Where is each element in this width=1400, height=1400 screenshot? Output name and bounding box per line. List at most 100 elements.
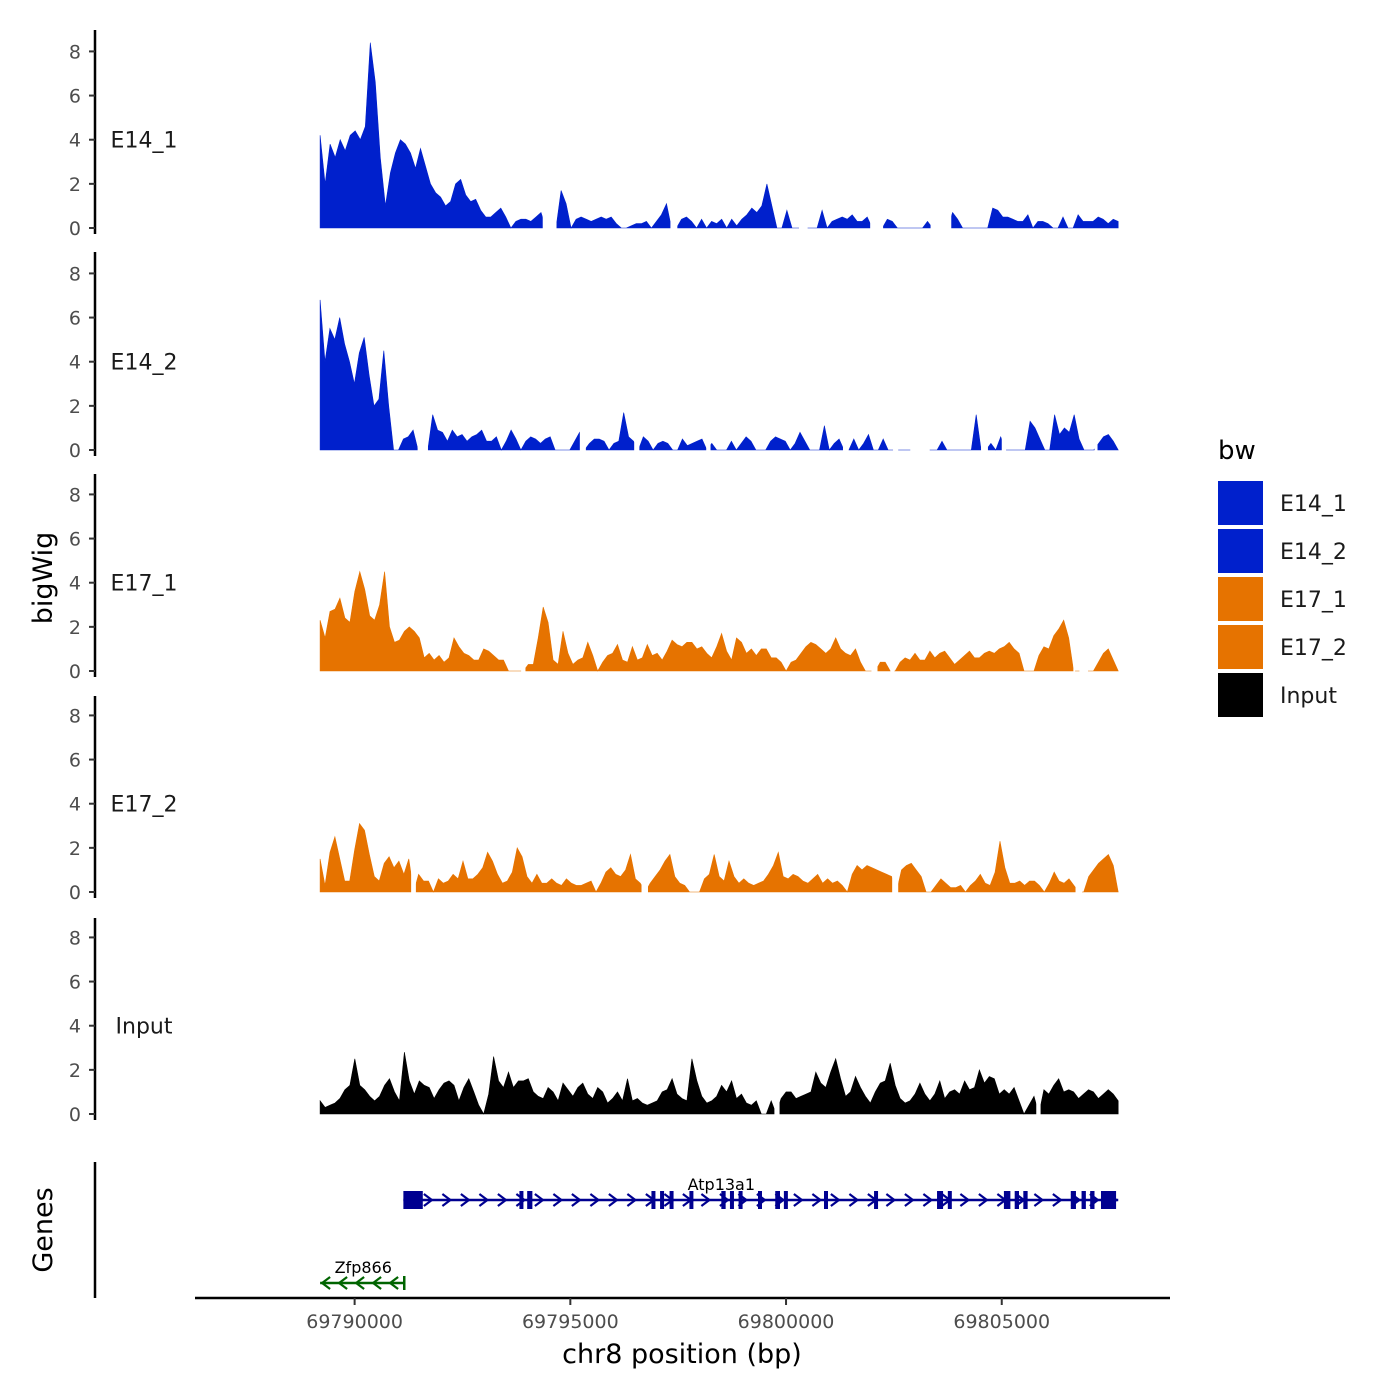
coverage-gap — [411, 696, 416, 893]
strand-chevron — [354, 1276, 365, 1290]
strand-chevron — [848, 1193, 860, 1207]
strand-chevron — [626, 1193, 638, 1207]
exon-block — [937, 1191, 944, 1209]
exon-block — [1090, 1191, 1095, 1209]
exon-block — [1023, 1191, 1028, 1209]
exon-block — [1100, 1191, 1117, 1209]
legend-swatch — [1218, 625, 1263, 669]
x-tick-label: 69800000 — [738, 1311, 835, 1333]
y-tick-label: 4 — [69, 352, 81, 374]
gene-Zfp866: Zfp866 — [320, 1258, 406, 1290]
track-E17_2: 0 2 4 6 8 E17_2 — [69, 696, 1119, 904]
legend-label: E14_1 — [1280, 492, 1347, 517]
signal-tracks: 0 2 4 6 8 E14_1 0 2 4 6 8 E14_2 0 2 4 6 8 E17_1 0 2 4 6 8 E17_2… — [69, 30, 1119, 1126]
coverage-gap — [890, 474, 895, 672]
legend-item-E17_2: E17_2 — [1218, 625, 1347, 669]
signal-area-E14_2 — [319, 299, 1119, 451]
y-tick-label: 4 — [69, 573, 81, 595]
coverage-gap — [579, 252, 586, 451]
exon-block — [527, 1191, 533, 1209]
strand-chevron — [441, 1193, 453, 1207]
coverage-gap — [521, 474, 526, 672]
exon-block — [783, 1191, 788, 1209]
y-tick-label: 6 — [69, 529, 81, 551]
exon-block — [519, 1191, 524, 1209]
strand-chevron — [959, 1193, 971, 1207]
coverage-gap — [893, 252, 899, 451]
coverage-gap — [892, 696, 899, 893]
exon-block — [874, 1191, 879, 1209]
x-axis: 69790000 69795000 69800000 69805000 — [195, 1296, 1170, 1333]
y-tick-label: 4 — [69, 130, 81, 152]
strand-chevron — [320, 1276, 331, 1290]
coverage-gap — [871, 474, 878, 672]
track-label: E14_2 — [111, 351, 178, 376]
exon-block — [738, 1191, 743, 1209]
signal-area-E17_1 — [319, 570, 1119, 672]
track-Input: 0 2 4 6 8 Input — [69, 918, 1119, 1126]
y-tick-label: 8 — [69, 41, 81, 63]
strand-chevron — [552, 1193, 564, 1207]
coverage-gap — [981, 252, 988, 451]
legend-item-Input: Input — [1218, 673, 1337, 717]
exon-block — [947, 1191, 952, 1209]
y-tick-label: 8 — [69, 484, 81, 506]
coverage-gap — [634, 252, 640, 451]
strand-chevron — [423, 1193, 434, 1207]
legend-item-E14_2: E14_2 — [1218, 529, 1347, 573]
legend-swatch — [1218, 673, 1263, 717]
legend-swatch — [1218, 529, 1263, 573]
strand-chevron — [978, 1193, 989, 1207]
strand-chevron — [534, 1193, 545, 1207]
legend-item-E17_1: E17_1 — [1218, 577, 1347, 621]
exon-block — [775, 1191, 780, 1209]
gene-label: Zfp866 — [335, 1258, 392, 1277]
strand-chevron — [1052, 1193, 1063, 1207]
track-label: E17_1 — [111, 572, 178, 597]
y-tick-label: 2 — [69, 174, 81, 196]
x-tick-label: 69805000 — [953, 1311, 1050, 1333]
legend: bw E14_1 E14_2 E17_1 E17_2 Input — [1218, 436, 1347, 717]
coverage-gap — [1036, 918, 1041, 1115]
legend-swatch — [1218, 577, 1263, 621]
y-tick-label: 6 — [69, 750, 81, 772]
y-tick-label: 6 — [69, 308, 81, 330]
gene-label: Atp13a1 — [688, 1175, 755, 1194]
exon-block — [669, 1191, 674, 1209]
exon-block — [757, 1191, 762, 1209]
legend-label: Input — [1280, 684, 1337, 709]
exon-block — [651, 1191, 656, 1209]
signal-area-E17_2 — [319, 822, 1119, 894]
coverage-gap — [1079, 474, 1089, 672]
exon-block — [1081, 1191, 1086, 1209]
coverage-gap — [641, 696, 648, 893]
strand-chevron — [460, 1193, 471, 1207]
track-E17_1: 0 2 4 6 8 E17_1 — [69, 474, 1119, 683]
coverage-gap — [1075, 696, 1082, 893]
exon-block — [1014, 1191, 1020, 1209]
strand-chevron — [337, 1276, 348, 1290]
strand-chevron — [478, 1193, 490, 1207]
coverage-gap — [417, 252, 428, 451]
strand-chevron — [922, 1193, 934, 1207]
strand-chevron — [497, 1193, 508, 1207]
x-tick-label: 69790000 — [306, 1311, 403, 1333]
x-axis-title: chr8 position (bp) — [562, 1339, 802, 1370]
coverage-gap — [842, 252, 849, 451]
coverage-gap — [910, 252, 930, 451]
exon-block — [403, 1191, 423, 1209]
genes-track-title: Genes — [28, 1187, 59, 1272]
y-tick-label: 0 — [69, 1104, 81, 1126]
coverage-gap — [1001, 252, 1007, 451]
coverage-gap — [930, 30, 952, 229]
strand-chevron — [904, 1193, 915, 1207]
exon-block — [824, 1191, 829, 1209]
exon-block — [1003, 1191, 1011, 1209]
gene-track: Atp13a1 Zfp866 — [93, 1162, 1119, 1298]
legend-item-E14_1: E14_1 — [1218, 481, 1347, 525]
coverage-gap — [774, 918, 780, 1115]
strand-chevron — [515, 1193, 527, 1207]
exon-block — [689, 1191, 694, 1209]
